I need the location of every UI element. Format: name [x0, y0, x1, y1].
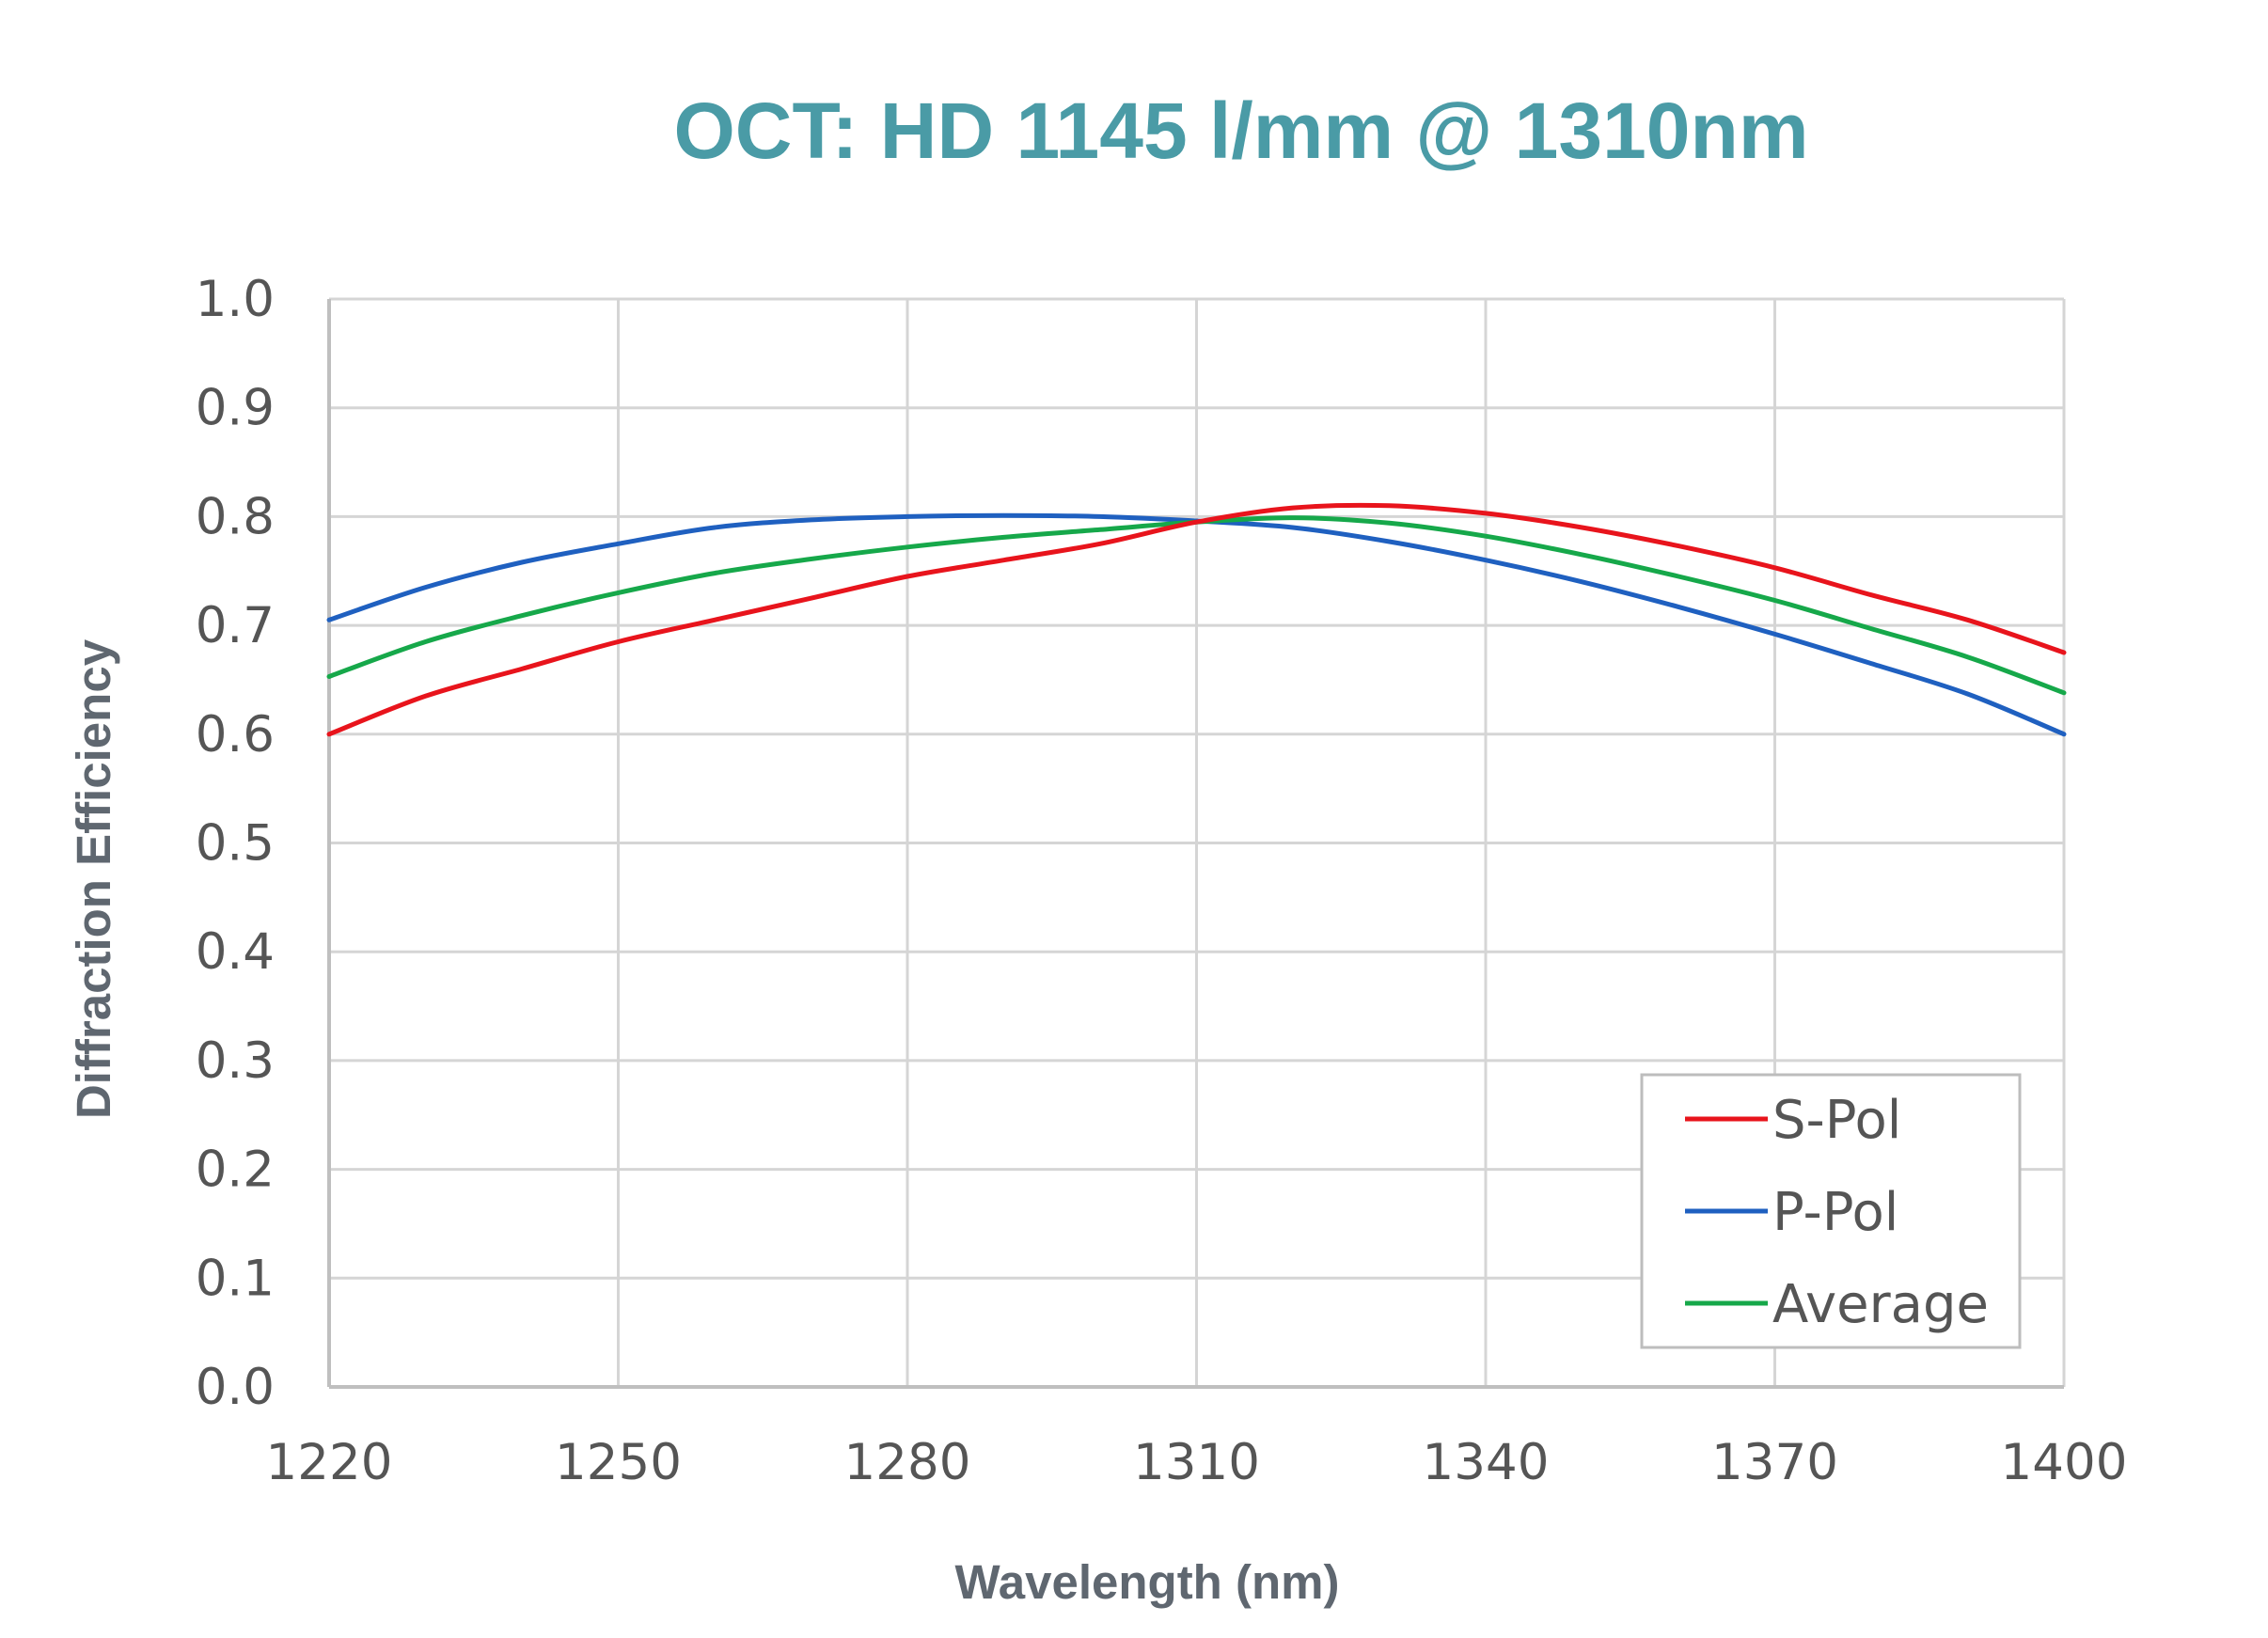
legend-label-average: Average — [1772, 1274, 1989, 1335]
y-tick-label: 0.1 — [196, 1250, 275, 1307]
y-tick-label: 0.2 — [196, 1142, 275, 1199]
x-tick-label: 1370 — [1711, 1434, 1838, 1491]
y-tick-label: 0.4 — [196, 923, 275, 981]
y-tick-label: 0.3 — [196, 1032, 275, 1090]
y-tick-label: 0.7 — [196, 597, 275, 654]
x-tick-label: 1280 — [844, 1434, 971, 1491]
y-tick-label: 0.9 — [196, 380, 275, 437]
x-tick-label: 1250 — [555, 1434, 682, 1491]
chart-title: OCT: HD 1145 l/mm @ 1310nm — [673, 87, 1808, 175]
y-tick-label: 0.8 — [196, 488, 275, 545]
y-tick-label: 0.0 — [196, 1359, 275, 1416]
x-tick-labels: 1220 1250 1280 1310 1340 1370 1400 — [266, 1434, 2128, 1491]
y-axis-title: Diffraction Efficiency — [67, 638, 120, 1119]
series-lines — [326, 502, 2067, 737]
legend-label-p-pol: P-Pol — [1772, 1182, 1898, 1243]
x-tick-label: 1310 — [1133, 1434, 1260, 1491]
y-tick-label: 0.6 — [196, 706, 275, 764]
gridlines — [327, 297, 2066, 1389]
x-tick-label: 1340 — [1423, 1434, 1550, 1491]
series-line-s-pol — [326, 502, 2067, 737]
x-tick-label: 1400 — [2001, 1434, 2128, 1491]
legend-label-s-pol: S-Pol — [1772, 1090, 1901, 1151]
y-tick-label: 1.0 — [196, 271, 275, 328]
x-axis-title: Wavelength (nm) — [955, 1555, 1340, 1609]
y-tick-label: 0.5 — [196, 815, 275, 873]
y-tick-labels: 0.0 0.1 0.2 0.3 0.4 0.5 0.6 0.7 0.8 0.9 1.0 — [196, 271, 275, 1416]
legend: S-Pol P-Pol Average — [1640, 1073, 2022, 1349]
x-tick-label: 1220 — [266, 1434, 393, 1491]
